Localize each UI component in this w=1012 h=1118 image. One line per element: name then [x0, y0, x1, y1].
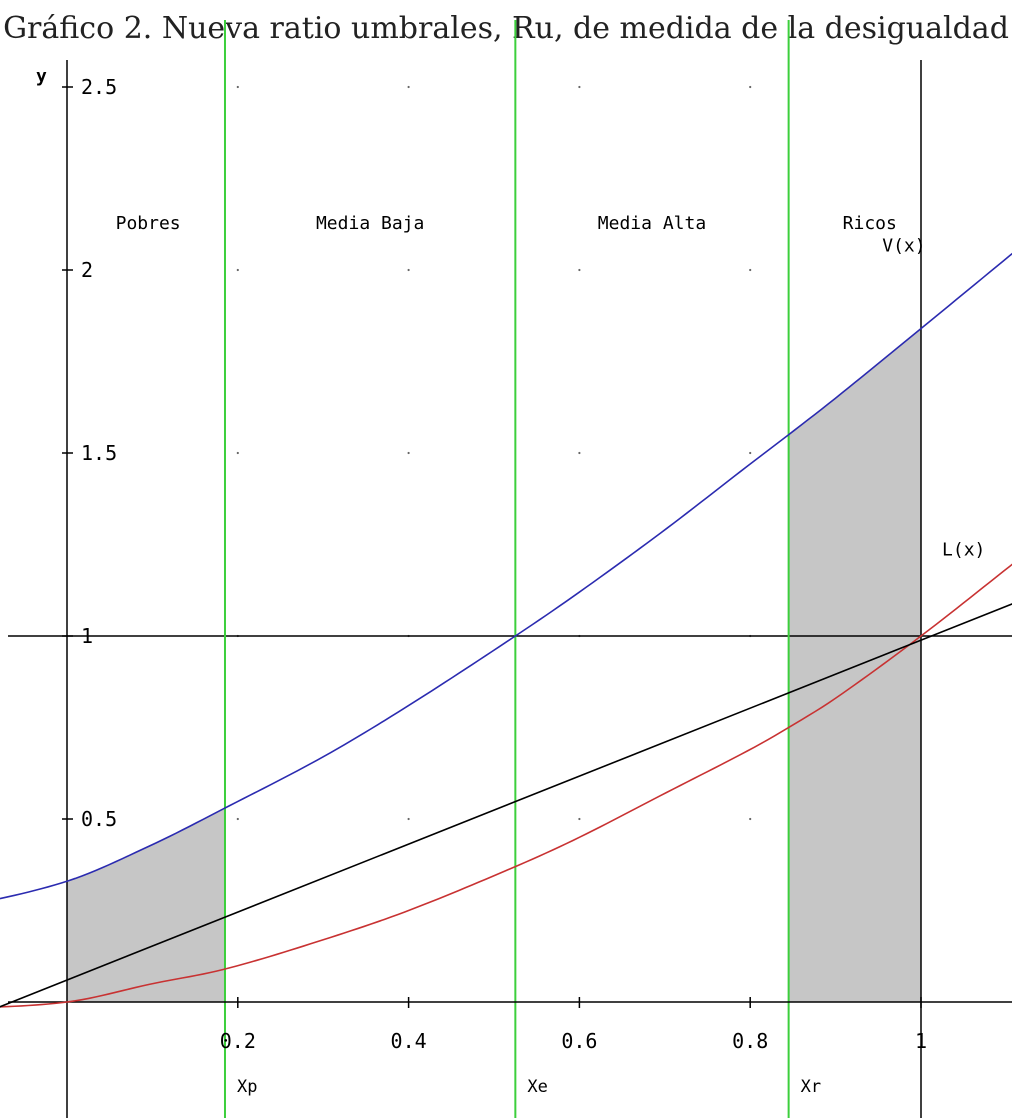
y-tick-label: 1 — [81, 624, 93, 648]
grid-dot — [578, 451, 581, 455]
x-tick-label: 0.8 — [732, 1029, 768, 1053]
shaded-areas — [67, 328, 921, 1002]
x-tick-label: 1 — [915, 1029, 927, 1053]
threshold-label-xp: Xp — [237, 1077, 257, 1097]
series-line-vx — [0, 252, 1012, 900]
region-label: Pobres — [116, 213, 181, 234]
y-tick-label: 0.5 — [81, 807, 117, 831]
series-lines — [0, 252, 1012, 1008]
threshold-label-xe: Xe — [527, 1077, 547, 1097]
grid-dot — [407, 451, 410, 455]
grid-dot — [236, 85, 239, 89]
grid-dot — [578, 268, 581, 272]
grid-dot — [236, 268, 239, 272]
x-tick-label: 0.6 — [561, 1029, 597, 1053]
x-tick-label: 0.4 — [391, 1029, 427, 1053]
grid-dot — [578, 85, 581, 89]
grid-dot — [407, 817, 410, 821]
grid-dot — [407, 85, 410, 89]
grid-dot — [749, 268, 752, 272]
series-label-vx: V(x) — [882, 236, 925, 257]
chart-labels: Xp Xe Xr 0.2 0.4 0.6 0.8 1 0.5 1 1.5 2 2.5 y V(x) L(x) P… — [36, 66, 985, 1097]
y-tick-label: 2.5 — [81, 75, 117, 99]
region-label: Ricos — [843, 213, 897, 234]
region-label: Media Baja — [316, 213, 424, 234]
y-tick-label: 2 — [81, 258, 93, 282]
threshold-lines — [223, 20, 790, 1118]
grid-dot — [407, 268, 410, 272]
reference-lines — [8, 60, 1012, 1118]
y-axis-label: y — [36, 66, 47, 87]
grid-dot — [578, 817, 581, 821]
chart-title: Gráfico 2. Nueva ratio umbrales, Ru, de … — [3, 11, 1009, 46]
grid-dot — [749, 817, 752, 821]
grid-dots — [236, 85, 752, 821]
threshold-label-xr: Xr — [801, 1077, 821, 1097]
axes — [8, 60, 1012, 1118]
series-line-lx — [0, 563, 1012, 1008]
grid-dot — [749, 451, 752, 455]
shaded-area-1 — [67, 808, 225, 1002]
y-tick-label: 1.5 — [81, 441, 117, 465]
series-label-lx: L(x) — [942, 539, 985, 560]
region-label: Media Alta — [598, 213, 706, 234]
series-line-diagonal — [0, 603, 1012, 1008]
grid-dot — [236, 817, 239, 821]
grid-dot — [236, 451, 239, 455]
shaded-area-2 — [788, 328, 921, 1002]
grid-dot — [749, 85, 752, 89]
x-tick-label: 0.2 — [220, 1029, 256, 1053]
